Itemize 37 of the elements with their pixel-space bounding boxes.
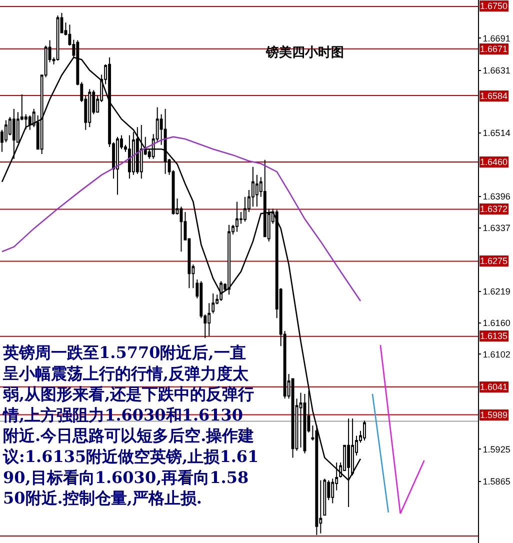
ref-line-label: 1.6460: [480, 157, 508, 167]
y-tick-label: 1.6219: [482, 286, 510, 296]
candlestick: [12, 108, 16, 160]
candlestick: [116, 136, 119, 196]
candlestick: [88, 88, 92, 128]
ref-line-label: 1.6275: [480, 256, 508, 266]
y-tick-label: 1.6514: [482, 128, 510, 138]
y-tick-label: 1.6160: [482, 318, 510, 328]
y-tick-label: 1.6631: [482, 65, 510, 76]
candlestick: [132, 131, 135, 176]
ref-line-label: 1.5989: [480, 410, 508, 420]
y-tick-label: 1.6337: [482, 223, 510, 234]
candlestick: [323, 478, 326, 516]
y-tick-label: 1.6691: [482, 33, 510, 44]
text: 镑美四小时图: [265, 44, 344, 61]
ref-line-label: 1.6671: [480, 44, 508, 54]
candlestick: [228, 224, 231, 296]
candlestick: [236, 201, 238, 232]
y-tick-label: 1.6396: [482, 192, 510, 202]
ref-line-label: 1.6135: [480, 331, 508, 341]
candlestick: [208, 302, 211, 336]
line-series: [1, 136, 362, 302]
candlestick: [291, 378, 294, 458]
candlestick: [164, 108, 167, 174]
candlestick: [136, 126, 139, 174]
ref-line-label: 1.6372: [480, 204, 508, 214]
candlestick: [140, 124, 143, 180]
y-tick-label: 1.5865: [482, 476, 510, 486]
ref-line-label: 1.6041: [480, 382, 508, 392]
candlestick: [128, 134, 131, 180]
y-tick-label: 1.5925: [482, 444, 510, 454]
candlestick: [212, 293, 215, 314]
ref-line-label: 1.6750: [480, 1, 508, 11]
candlestick: [263, 159, 266, 238]
y-tick-label: 1.6102: [482, 349, 510, 360]
ref-line-label: 1.6584: [480, 91, 508, 101]
candlestick: [363, 420, 366, 442]
